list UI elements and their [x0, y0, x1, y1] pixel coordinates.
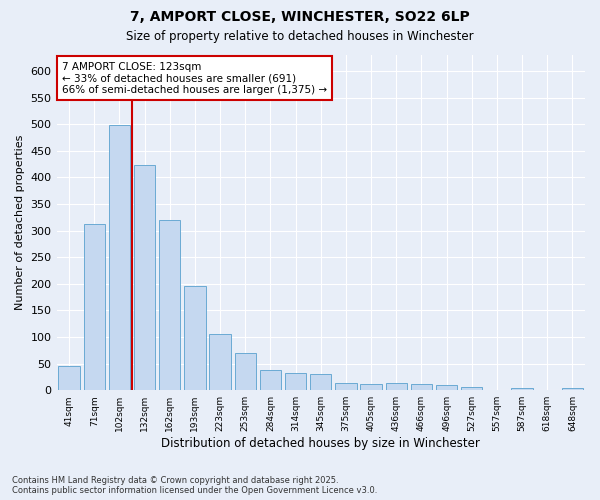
Bar	[159, 220, 181, 390]
Bar	[260, 370, 281, 390]
Bar	[335, 384, 356, 390]
Text: Size of property relative to detached houses in Winchester: Size of property relative to detached ho…	[126, 30, 474, 43]
Text: 7 AMPORT CLOSE: 123sqm
← 33% of detached houses are smaller (691)
66% of semi-de: 7 AMPORT CLOSE: 123sqm ← 33% of detached…	[62, 62, 327, 95]
Bar	[562, 388, 583, 390]
Bar	[411, 384, 432, 390]
Bar	[58, 366, 80, 390]
Bar	[386, 383, 407, 390]
Bar	[310, 374, 331, 390]
X-axis label: Distribution of detached houses by size in Winchester: Distribution of detached houses by size …	[161, 437, 480, 450]
Bar	[436, 386, 457, 390]
Bar	[83, 224, 105, 390]
Text: Contains HM Land Registry data © Crown copyright and database right 2025.
Contai: Contains HM Land Registry data © Crown c…	[12, 476, 377, 495]
Bar	[209, 334, 231, 390]
Bar	[361, 384, 382, 390]
Bar	[134, 164, 155, 390]
Bar	[235, 353, 256, 390]
Bar	[109, 125, 130, 390]
Text: 7, AMPORT CLOSE, WINCHESTER, SO22 6LP: 7, AMPORT CLOSE, WINCHESTER, SO22 6LP	[130, 10, 470, 24]
Bar	[511, 388, 533, 390]
Bar	[184, 286, 206, 390]
Bar	[461, 387, 482, 390]
Bar	[285, 372, 307, 390]
Y-axis label: Number of detached properties: Number of detached properties	[15, 135, 25, 310]
